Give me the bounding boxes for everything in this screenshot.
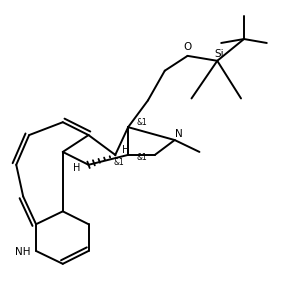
Text: N: N [175, 129, 183, 139]
Text: &1: &1 [136, 153, 147, 162]
Text: O: O [183, 42, 192, 52]
Text: &1: &1 [114, 158, 125, 166]
Text: H: H [73, 163, 80, 173]
Text: NH: NH [15, 247, 30, 257]
Text: &1: &1 [136, 118, 147, 127]
Text: Si: Si [215, 49, 224, 59]
Text: H: H [122, 145, 130, 155]
